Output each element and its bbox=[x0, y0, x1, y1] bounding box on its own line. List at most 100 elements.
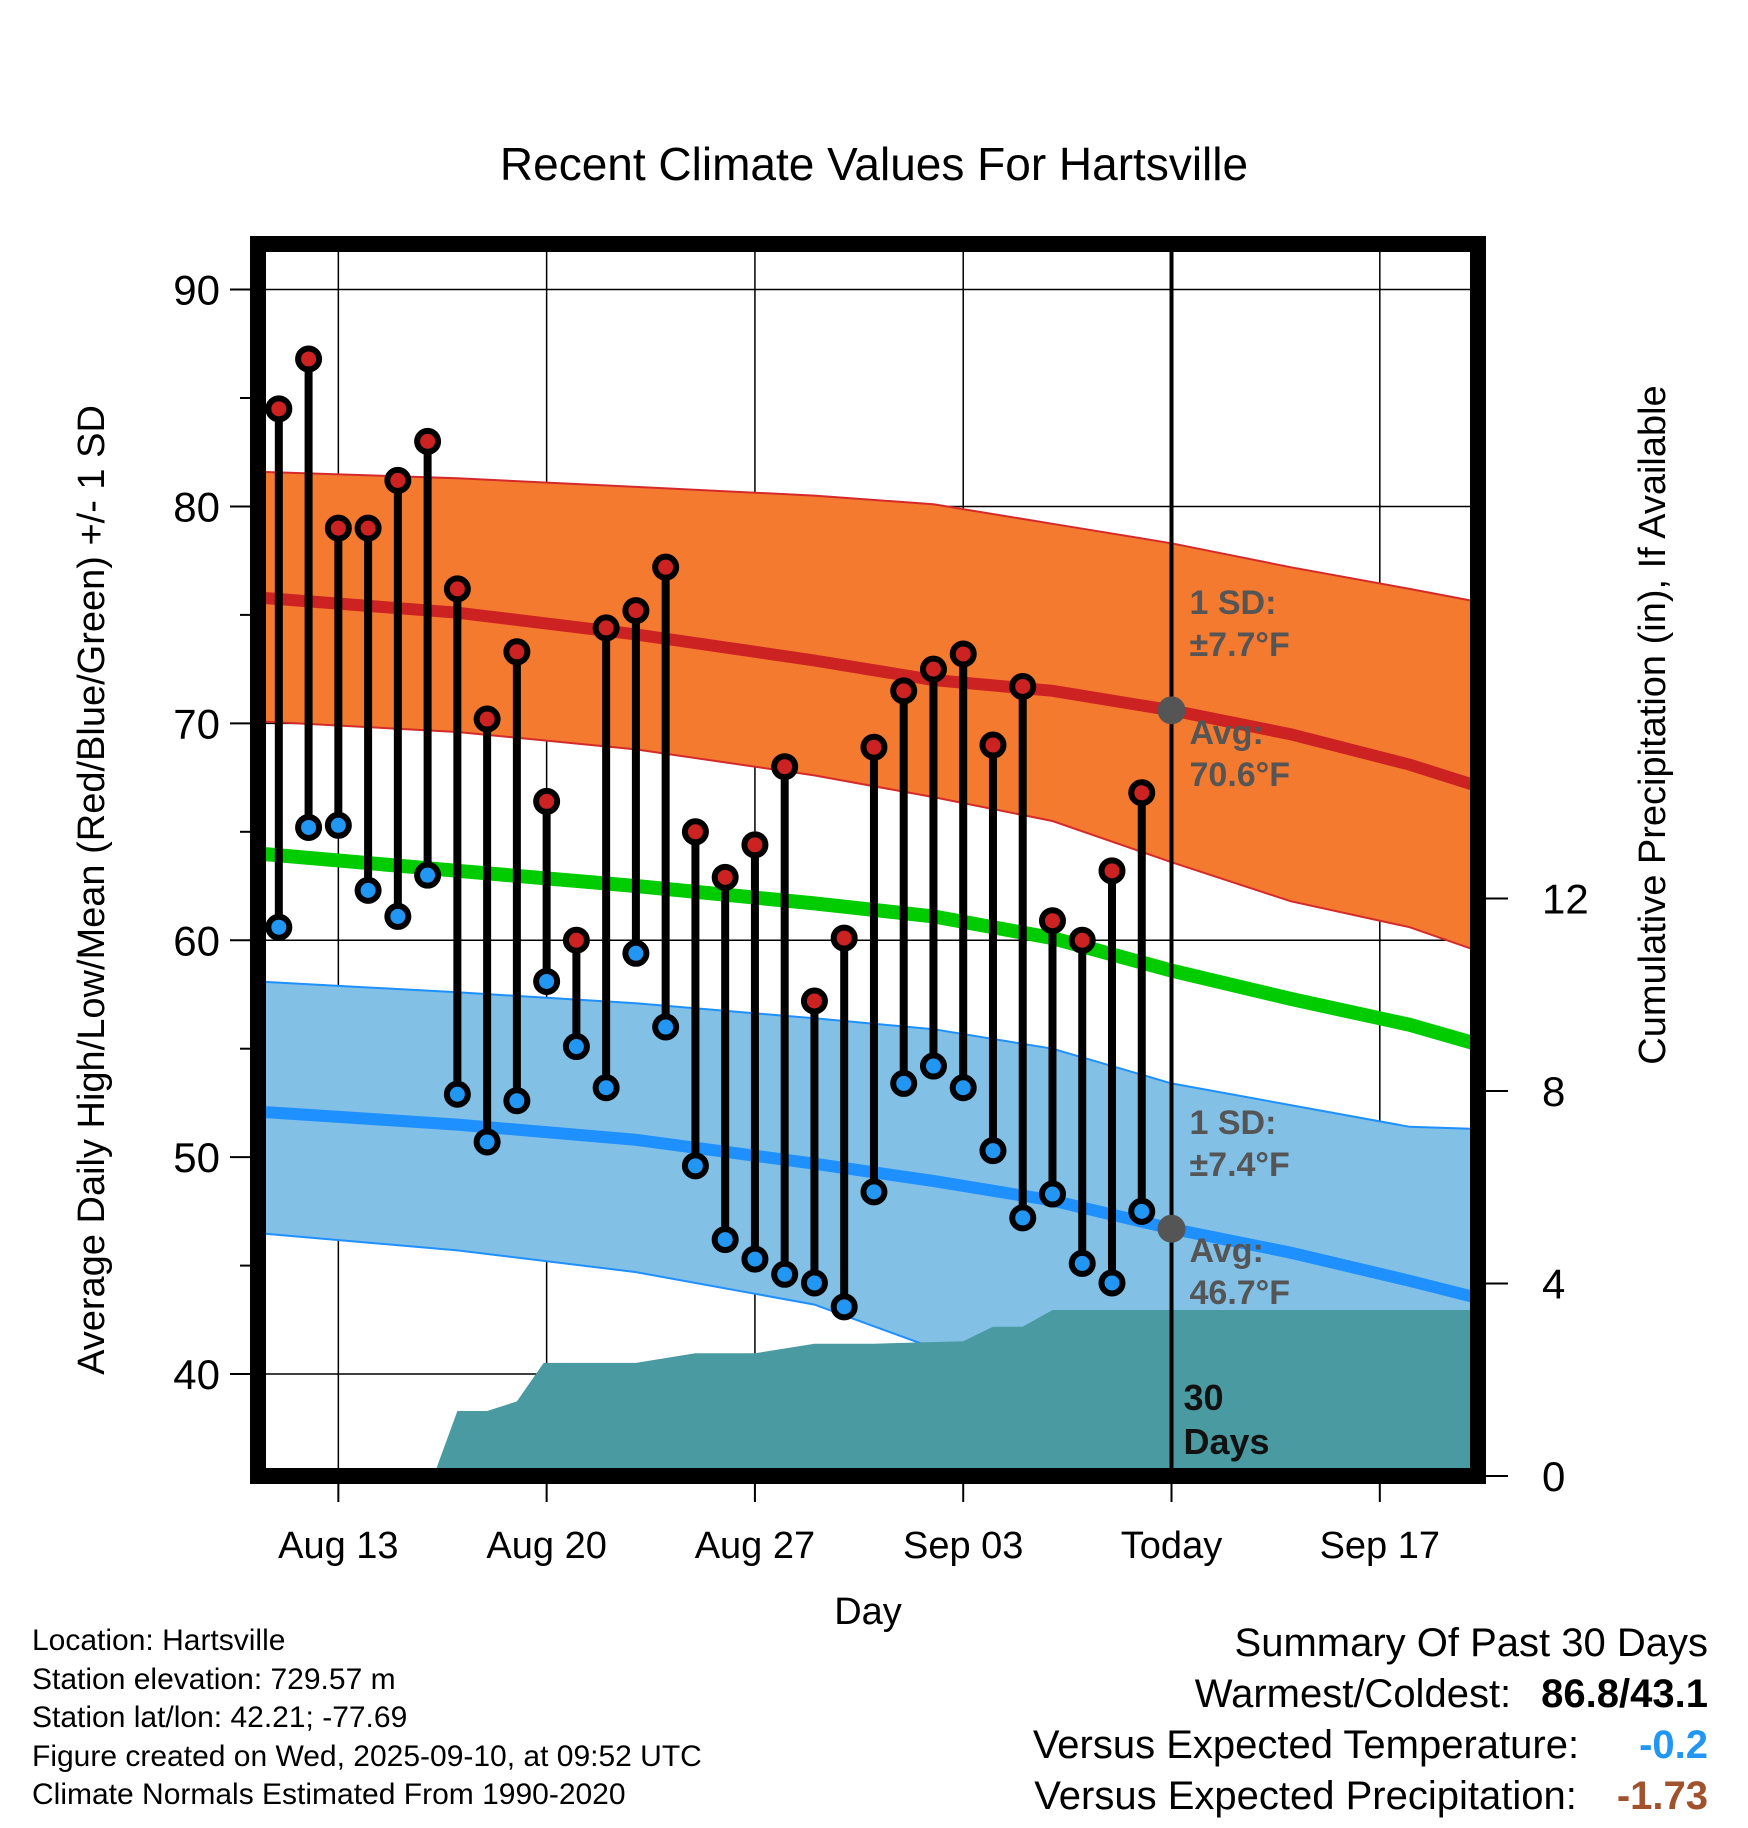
daily-high-point bbox=[265, 395, 293, 423]
normals-text: Climate Normals Estimated From 1990-2020 bbox=[32, 1778, 626, 1811]
daily-high-point bbox=[979, 731, 1007, 759]
daily-high-point bbox=[324, 514, 352, 542]
daily-low-point bbox=[503, 1087, 531, 1115]
y-tick-label: 40 bbox=[173, 1351, 220, 1398]
daily-high-point bbox=[622, 597, 650, 625]
avg-high-line bbox=[257, 591, 1480, 793]
chart-title: Recent Climate Values For Hartsville bbox=[500, 138, 1248, 190]
summary-precip-row: Versus Expected Precipitation: -1.73 bbox=[1033, 1771, 1708, 1822]
daily-high-point bbox=[652, 553, 680, 581]
daily-low-point bbox=[771, 1260, 799, 1288]
daily-high-point bbox=[1038, 907, 1066, 935]
daily-high-point bbox=[1128, 779, 1156, 807]
daily-low-point bbox=[443, 1080, 471, 1108]
created-text: Figure created on Wed, 2025-09-10, at 09… bbox=[32, 1739, 702, 1773]
daily-high-point bbox=[771, 753, 799, 781]
daily-low-point bbox=[1128, 1197, 1156, 1225]
high-avg-label: Avg: bbox=[1190, 714, 1264, 752]
daily-high-point bbox=[592, 614, 620, 642]
daily-high-point bbox=[890, 677, 918, 705]
daily-low-point bbox=[622, 939, 650, 967]
plot-frame bbox=[250, 236, 1486, 1484]
vs-precip-label: Versus Expected Precipitation: bbox=[1034, 1774, 1577, 1818]
daily-high-point bbox=[503, 638, 531, 666]
daily-high-point bbox=[949, 640, 977, 668]
y-tick-label: 80 bbox=[173, 483, 220, 530]
daily-high-point bbox=[830, 924, 858, 952]
y2-axis-title: Cumulative Precipitation (in), If Availa… bbox=[1632, 385, 1674, 1064]
daily-low-point bbox=[562, 1033, 590, 1061]
warmest-label: Warmest/Coldest: bbox=[1194, 1672, 1512, 1716]
daily-low-point bbox=[741, 1245, 769, 1273]
daily-low-point bbox=[1038, 1180, 1066, 1208]
daily-low-point bbox=[1009, 1204, 1037, 1232]
daily-high-point bbox=[1068, 926, 1096, 954]
daily-high-point bbox=[443, 575, 471, 603]
daily-high-point bbox=[384, 466, 412, 494]
y2-tick-label: 12 bbox=[1542, 876, 1589, 923]
daily-low-point bbox=[800, 1269, 828, 1297]
daily-low-point bbox=[919, 1052, 947, 1080]
daily-low-point bbox=[979, 1137, 1007, 1165]
daily-high-point bbox=[1009, 672, 1037, 700]
warmest-value: 86.8/43.1 bbox=[1541, 1672, 1708, 1716]
y-tick-label: 70 bbox=[173, 700, 220, 747]
daily-high-point bbox=[295, 345, 323, 373]
y2-tick-label: 0 bbox=[1542, 1453, 1565, 1500]
daily-low-point bbox=[533, 967, 561, 995]
x-axis-title: Day bbox=[834, 1591, 902, 1633]
daily-high-point bbox=[473, 705, 501, 733]
daily-low-point bbox=[473, 1128, 501, 1156]
daily-high-point bbox=[354, 514, 382, 542]
high-sd-upper-edge bbox=[257, 470, 1479, 603]
daily-high-point bbox=[860, 733, 888, 761]
daily-low-point bbox=[1068, 1249, 1096, 1277]
daily-low-point bbox=[652, 1013, 680, 1041]
latlon-text: Station lat/lon: 42.21; -77.69 bbox=[32, 1701, 408, 1734]
daily-low-point bbox=[711, 1226, 739, 1254]
daily-high-point bbox=[414, 427, 442, 455]
y-axis-title: Average Daily High/Low/Mean (Red/Blue/Gr… bbox=[71, 405, 113, 1375]
summary-panel: Summary Of Past 30 Days Warmest/Coldest:… bbox=[1033, 1618, 1708, 1822]
daily-low-point bbox=[384, 902, 412, 930]
daily-low-point bbox=[860, 1178, 888, 1206]
x-tick-label: Aug 13 bbox=[278, 1525, 398, 1567]
low-avg-label: Avg: bbox=[1190, 1232, 1264, 1270]
high-sd-label: 1 SD: bbox=[1190, 584, 1277, 622]
daily-low-point bbox=[414, 861, 442, 889]
location-text: Location: Hartsville bbox=[32, 1624, 286, 1657]
daily-high-point bbox=[1098, 857, 1126, 885]
x-tick-label: Sep 03 bbox=[903, 1525, 1023, 1567]
high-sd-value: ±7.7°F bbox=[1190, 626, 1290, 664]
daily-high-point bbox=[681, 818, 709, 846]
days-label: Days bbox=[1184, 1421, 1270, 1462]
x-tick-label: Sep 17 bbox=[1320, 1525, 1440, 1567]
low-avg-value: 46.7°F bbox=[1190, 1274, 1291, 1312]
daily-high-point bbox=[711, 863, 739, 891]
x-tick-label: Aug 27 bbox=[695, 1525, 815, 1567]
daily-high-point bbox=[533, 787, 561, 815]
today-avg-high-marker bbox=[1157, 696, 1186, 725]
high-avg-value: 70.6°F bbox=[1190, 756, 1291, 794]
daily-low-point bbox=[295, 813, 323, 841]
daily-low-point bbox=[1098, 1269, 1126, 1297]
today-avg-low-marker bbox=[1157, 1214, 1186, 1243]
daily-high-point bbox=[800, 987, 828, 1015]
low-sd-value: ±7.4°F bbox=[1190, 1146, 1290, 1184]
daily-high-point bbox=[919, 655, 947, 683]
y-tick-label: 60 bbox=[173, 917, 220, 964]
y2-tick-label: 8 bbox=[1542, 1068, 1565, 1115]
summary-title: Summary Of Past 30 Days bbox=[1234, 1621, 1708, 1665]
y-tick-label: 50 bbox=[173, 1134, 220, 1181]
station-info: Location: Hartsville Station elevation: … bbox=[32, 1622, 702, 1815]
daily-high-point bbox=[741, 831, 769, 859]
low-sd-label: 1 SD: bbox=[1190, 1104, 1277, 1142]
daily-low-point bbox=[592, 1074, 620, 1102]
daily-low-point bbox=[354, 876, 382, 904]
y2-tick-label: 4 bbox=[1542, 1261, 1565, 1308]
daily-low-point bbox=[949, 1074, 977, 1102]
avg-low-line bbox=[257, 1105, 1480, 1304]
daily-low-point bbox=[890, 1069, 918, 1097]
y-tick-label: 90 bbox=[173, 267, 220, 314]
